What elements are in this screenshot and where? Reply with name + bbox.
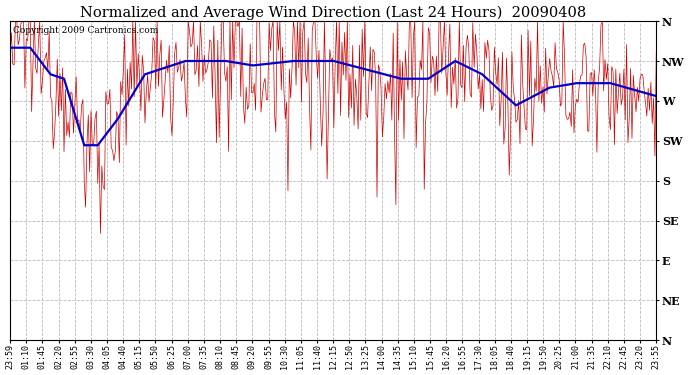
Title: Normalized and Average Wind Direction (Last 24 Hours)  20090408: Normalized and Average Wind Direction (L…: [80, 6, 586, 20]
Text: Copyright 2009 Cartronics.com: Copyright 2009 Cartronics.com: [13, 26, 159, 35]
